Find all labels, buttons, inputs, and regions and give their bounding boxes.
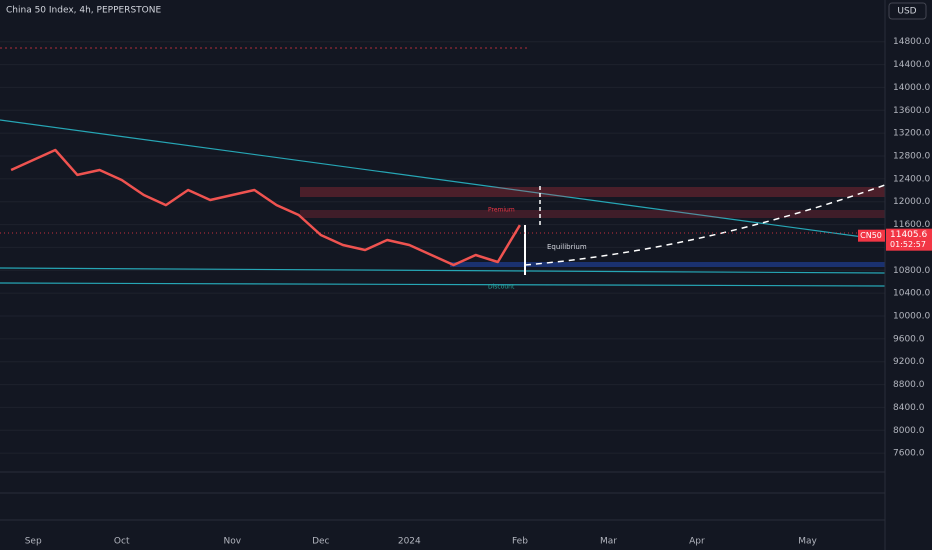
y-tick-label: 14400.0 — [893, 60, 930, 70]
countdown: 01:52:57 — [890, 240, 926, 249]
x-tick-label: Feb — [512, 537, 528, 547]
y-tick-label: 9600.0 — [893, 334, 925, 344]
zone — [300, 210, 885, 218]
x-tick-label: Sep — [25, 537, 42, 547]
price-line — [10, 148, 521, 267]
x-tick-label: Nov — [224, 537, 242, 547]
trend-line — [0, 119, 886, 241]
y-tick-label: 10000.0 — [893, 312, 930, 322]
price-tag — [886, 228, 932, 251]
x-tick-label: Oct — [114, 537, 130, 547]
annotation: Discount — [488, 284, 515, 291]
y-tick-label: 12400.0 — [893, 174, 930, 184]
y-tick-label: 12800.0 — [893, 152, 930, 162]
y-tick-label: 13600.0 — [893, 106, 930, 116]
annotation: Premium — [488, 207, 515, 214]
zone — [450, 262, 885, 267]
projection — [524, 184, 886, 266]
currency[interactable]: USD — [897, 7, 916, 17]
zone — [300, 187, 885, 197]
y-tick-label: 11600.0 — [893, 220, 930, 230]
symbol-label: CN50 — [860, 231, 882, 240]
x-tick-label: May — [798, 537, 817, 547]
y-tick-label: 8400.0 — [893, 403, 925, 413]
drawings — [0, 0, 886, 550]
trend-line — [0, 282, 886, 287]
y-tick-label: 9200.0 — [893, 357, 925, 367]
x-tick-label: Mar — [600, 537, 617, 547]
y-tick-label: 8000.0 — [893, 426, 925, 436]
x-tick-label: 2024 — [398, 537, 421, 547]
y-tick-label: 7600.0 — [893, 449, 925, 459]
y-tick-label: 14000.0 — [893, 83, 930, 93]
trend-line — [0, 267, 886, 274]
x-tick-label: Dec — [312, 537, 329, 547]
y-tick-label: 10800.0 — [893, 266, 930, 276]
y-tick-label: 8800.0 — [893, 380, 925, 390]
y-tick-label: 14800.0 — [893, 37, 930, 47]
annotation: Equilibrium — [547, 243, 587, 251]
currency-button[interactable] — [888, 2, 927, 20]
x-tick-label: Apr — [689, 537, 705, 547]
y-tick-label: 12000.0 — [893, 197, 930, 207]
y-tick-label: 10400.0 — [893, 289, 930, 299]
price-label: 11405.6 — [890, 230, 927, 240]
y-tick-label: 13200.0 — [893, 129, 930, 139]
chart-title: China 50 Index, 4h, PEPPERSTONE — [6, 6, 161, 16]
symbol-tag — [858, 229, 885, 242]
